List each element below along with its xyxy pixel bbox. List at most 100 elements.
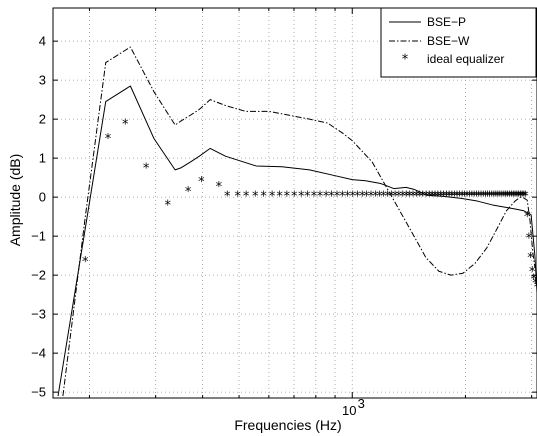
marker-point: * [446,189,453,204]
marker-point: * [276,189,283,204]
marker-point: * [304,189,311,204]
y-tick-label: 3 [39,73,46,88]
marker-point: * [235,189,242,204]
marker-point: * [495,189,502,204]
marker-point: * [502,189,509,204]
marker-point: * [464,189,471,204]
marker-point: * [454,189,461,204]
marker-point: * [284,189,291,204]
legend-label: ideal equalizer [427,52,504,66]
marker-point: * [486,189,493,204]
marker-point: * [506,189,513,204]
marker-point: * [311,189,318,204]
marker-point: * [298,189,305,204]
marker-point: * [216,180,223,195]
marker-point: * [328,189,335,204]
marker-point: * [359,189,366,204]
marker-point: * [105,132,112,147]
legend-marker: * [402,53,409,68]
marker-point: * [491,189,498,204]
marker-point: * [480,189,487,204]
plot-frame [52,7,537,399]
marker-point: * [372,189,379,204]
y-axis-label: Amplitude (dB) [7,154,23,247]
legend-label: BSE−P [427,15,466,29]
marker-point: * [260,189,267,204]
marker-point: * [440,189,447,204]
marker-point: * [531,273,537,288]
y-tick-label: 2 [39,112,46,127]
marker-point: * [501,189,508,204]
series-bse-p-line [57,85,537,397]
y-tick-label: −3 [31,307,46,322]
marker-point: * [504,189,511,204]
marker-point: * [519,189,526,204]
marker-point: * [499,189,506,204]
marker-point: * [291,189,298,204]
marker-point: * [466,189,473,204]
marker-point: * [243,189,250,204]
series-layer: ******* ** * * * * * * * * * * * * ** *****************… [57,46,537,397]
marker-point: * [376,189,383,204]
marker-point: * [323,189,330,204]
marker-point: * [429,189,436,204]
marker-point: * [522,189,529,204]
marker-point: * [461,189,468,204]
x-axis-label: Frequencies (Hz) [234,417,341,433]
marker-point: * [413,189,420,204]
marker-point: * [164,198,171,213]
marker-point: * [380,189,387,204]
marker-point: * [198,175,205,190]
marker-point: * [456,189,463,204]
y-tick-label: 0 [39,190,46,205]
marker-point: * [388,189,395,204]
marker-point: * [423,189,430,204]
marker-point: * [392,189,399,204]
marker-point: * [406,189,413,204]
marker-point: * [334,189,341,204]
marker-point: * [143,161,150,176]
marker-point: * [512,189,519,204]
marker-point: * [349,189,356,204]
marker-point: * [478,189,485,204]
marker-point: * [471,189,478,204]
marker-point: * [527,251,534,266]
marker-point: * [476,189,483,204]
marker-point: * [82,255,89,270]
series-ideal-equalizer: ******* ** * * * * * * * * * * * * ** *****************… [82,117,537,295]
marker-point: * [417,189,424,204]
marker-point: * [344,189,351,204]
marker-point: * [122,117,129,132]
y-tick-label: −4 [31,346,46,361]
marker-point: * [363,189,370,204]
marker-point: * [493,189,500,204]
marker-point: * [224,189,231,204]
marker-point: * [473,189,480,204]
marker-point: * [524,210,531,225]
marker-point: * [482,189,489,204]
marker-point: * [526,232,533,247]
marker-point: * [432,189,439,204]
marker-point: * [426,189,433,204]
marker-point: * [449,189,456,204]
x-tick-label-exponent: 3 [358,396,365,411]
marker-point: * [354,189,361,204]
marker-point: * [510,189,517,204]
marker-point: * [521,189,528,204]
y-tick-label: 1 [39,151,46,166]
legend-label: BSE−W [427,34,470,48]
y-tick-label: −1 [31,229,46,244]
marker-point: * [420,189,427,204]
marker-point: * [384,189,391,204]
marker-point: * [403,189,410,204]
marker-point: * [399,189,406,204]
marker-point: * [534,280,537,295]
marker-point: * [443,189,450,204]
marker-point: * [396,189,403,204]
y-tick-label: 4 [39,34,46,49]
marker-point: * [489,189,496,204]
marker-point: * [185,185,192,200]
marker-point: * [529,265,536,280]
marker-point: * [451,189,458,204]
